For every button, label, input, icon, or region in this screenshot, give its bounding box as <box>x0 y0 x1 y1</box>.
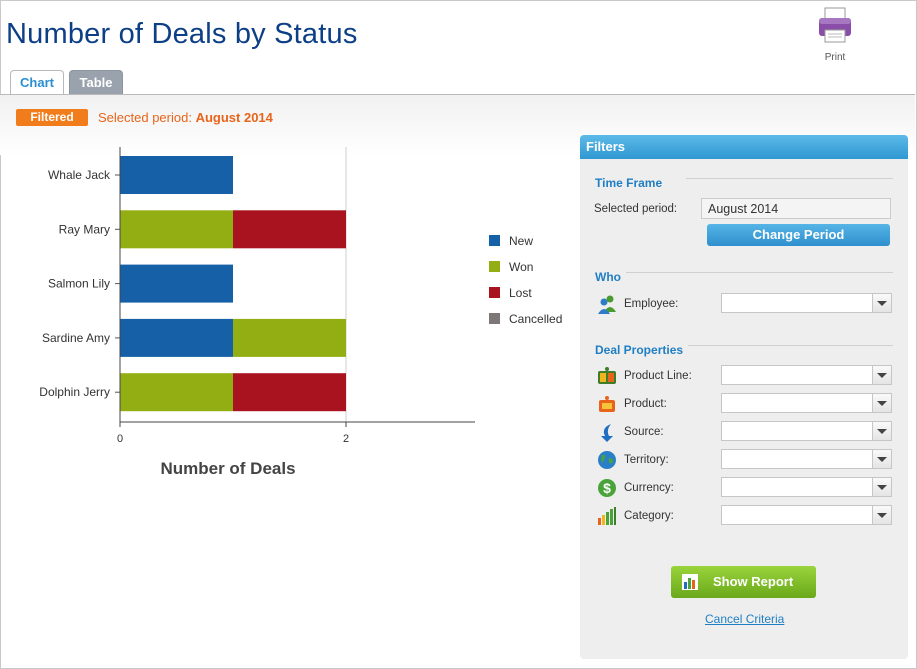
tab-divider <box>0 94 915 95</box>
category-bars-icon <box>598 507 616 525</box>
globe-icon <box>598 451 616 469</box>
chevron-down-icon[interactable] <box>872 422 891 440</box>
chevron-down-icon[interactable] <box>872 294 891 312</box>
legend-label: Lost <box>509 286 532 300</box>
employee-icon <box>598 295 616 314</box>
chevron-down-icon[interactable] <box>872 478 891 496</box>
legend-swatch <box>489 313 500 324</box>
change-period-button[interactable]: Change Period <box>707 224 890 246</box>
product-select[interactable] <box>721 393 892 413</box>
product-line-select[interactable] <box>721 365 892 385</box>
source-label: Source: <box>624 426 664 438</box>
currency-select[interactable] <box>721 477 892 497</box>
deal-properties-title: Deal Properties <box>595 343 684 357</box>
employee-label: Employee: <box>624 298 679 310</box>
product-label: Product: <box>624 398 667 410</box>
deals-bar-chart: Whale Jack Ray Mary Salmon Lily Sardine Amy… <box>39 147 562 478</box>
legend-label: New <box>509 234 533 248</box>
employee-select[interactable] <box>721 293 892 313</box>
legend-swatch <box>489 235 500 246</box>
cancel-criteria-link[interactable]: Cancel Criteria <box>705 612 785 626</box>
x-axis-title: Number of Deals <box>160 459 295 478</box>
category-label: Category: <box>624 510 674 522</box>
currency-label: Currency: <box>624 482 674 494</box>
territory-select[interactable] <box>721 449 892 469</box>
section-divider <box>686 178 893 179</box>
category-label: Dolphin Jerry <box>39 385 110 399</box>
tab-chart[interactable]: Chart <box>10 70 64 96</box>
print-button[interactable]: Print <box>812 6 858 63</box>
section-divider <box>626 272 893 273</box>
print-label: Print <box>824 52 846 63</box>
dollar-icon: $ <box>598 479 616 497</box>
product-line-label: Product Line: <box>624 370 692 382</box>
chevron-down-icon[interactable] <box>872 450 891 468</box>
selected-period-summary: Selected period: August 2014 <box>98 110 273 125</box>
source-select[interactable] <box>721 421 892 441</box>
section-divider <box>688 345 893 346</box>
bar-lost <box>233 210 346 249</box>
filters-panel: Filters Time Frame Selected period: Augu… <box>580 135 908 659</box>
selected-period-label: Selected period: <box>98 110 192 125</box>
category-label: Sardine Amy <box>42 331 110 345</box>
bar-lost <box>233 373 346 412</box>
tab-table[interactable]: Table <box>69 70 123 95</box>
product-line-icon <box>598 367 616 384</box>
legend-swatch <box>489 287 500 298</box>
x-tick-label: 0 <box>117 433 123 445</box>
time-frame-title: Time Frame <box>595 176 663 190</box>
show-report-label: Show Report <box>713 574 794 589</box>
printer-icon <box>819 7 851 43</box>
category-select[interactable] <box>721 505 892 525</box>
who-title: Who <box>595 270 621 284</box>
product-icon <box>599 396 615 412</box>
report-chart-icon <box>682 574 698 590</box>
category-label: Whale Jack <box>48 168 111 182</box>
bar-won <box>233 318 346 357</box>
category-label: Salmon Lily <box>48 277 110 291</box>
chevron-down-icon[interactable] <box>872 366 891 384</box>
period-label: Selected period: <box>594 203 678 215</box>
x-tick-label: 2 <box>343 433 349 445</box>
filters-header: Filters <box>580 135 908 159</box>
source-arrow-icon <box>601 424 613 442</box>
chevron-down-icon[interactable] <box>872 394 891 412</box>
bar-new <box>120 156 233 194</box>
bar-won <box>120 373 233 412</box>
bar-new <box>120 264 233 303</box>
territory-label: Territory: <box>624 454 669 466</box>
filtered-badge: Filtered <box>16 109 88 126</box>
legend-label: Cancelled <box>509 312 562 326</box>
show-report-button[interactable]: Show Report <box>671 566 816 598</box>
page-title: Number of Deals by Status <box>6 18 358 50</box>
legend-swatch <box>489 261 500 272</box>
bar-won <box>120 210 233 249</box>
category-label: Ray Mary <box>59 222 110 236</box>
legend-label: Won <box>509 260 533 274</box>
selected-period-value: August 2014 <box>195 110 273 125</box>
bar-new <box>120 318 233 357</box>
chevron-down-icon[interactable] <box>872 506 891 524</box>
svg-text:$: $ <box>603 480 611 496</box>
period-field: August 2014 <box>701 198 891 219</box>
